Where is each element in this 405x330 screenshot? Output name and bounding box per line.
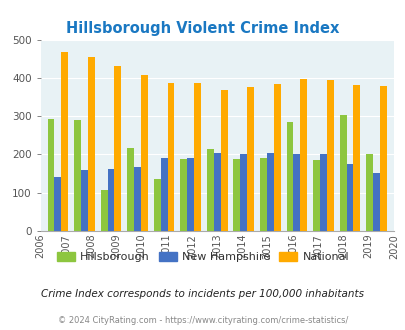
Text: Crime Index corresponds to incidents per 100,000 inhabitants: Crime Index corresponds to incidents per…: [41, 289, 364, 299]
Bar: [220, 90, 227, 231]
Bar: [259, 158, 266, 231]
Bar: [353, 85, 360, 231]
Bar: [247, 87, 254, 231]
Bar: [286, 122, 293, 231]
Text: Hillsborough Violent Crime Index: Hillsborough Violent Crime Index: [66, 21, 339, 36]
Bar: [372, 173, 379, 231]
Bar: [319, 154, 326, 231]
Bar: [233, 159, 240, 231]
Bar: [266, 153, 273, 231]
Bar: [273, 84, 280, 231]
Bar: [180, 159, 187, 231]
Bar: [300, 79, 307, 231]
Bar: [114, 66, 121, 231]
Bar: [100, 190, 107, 231]
Bar: [74, 120, 81, 231]
Bar: [206, 149, 213, 231]
Bar: [153, 179, 160, 231]
Bar: [240, 154, 247, 231]
Text: © 2024 CityRating.com - https://www.cityrating.com/crime-statistics/: © 2024 CityRating.com - https://www.city…: [58, 316, 347, 325]
Bar: [61, 52, 68, 231]
Bar: [326, 80, 333, 231]
Bar: [213, 153, 220, 231]
Bar: [47, 119, 54, 231]
Bar: [346, 164, 353, 231]
Bar: [167, 83, 174, 231]
Bar: [339, 115, 346, 231]
Bar: [194, 83, 200, 231]
Bar: [365, 154, 372, 231]
Bar: [107, 169, 114, 231]
Bar: [127, 148, 134, 231]
Bar: [141, 75, 147, 231]
Bar: [87, 57, 94, 231]
Bar: [81, 170, 87, 231]
Bar: [54, 178, 61, 231]
Bar: [293, 154, 300, 231]
Legend: Hillsborough, New Hampshire, National: Hillsborough, New Hampshire, National: [52, 248, 353, 267]
Bar: [160, 158, 167, 231]
Bar: [134, 167, 141, 231]
Bar: [312, 160, 319, 231]
Bar: [379, 86, 386, 231]
Bar: [187, 158, 194, 231]
